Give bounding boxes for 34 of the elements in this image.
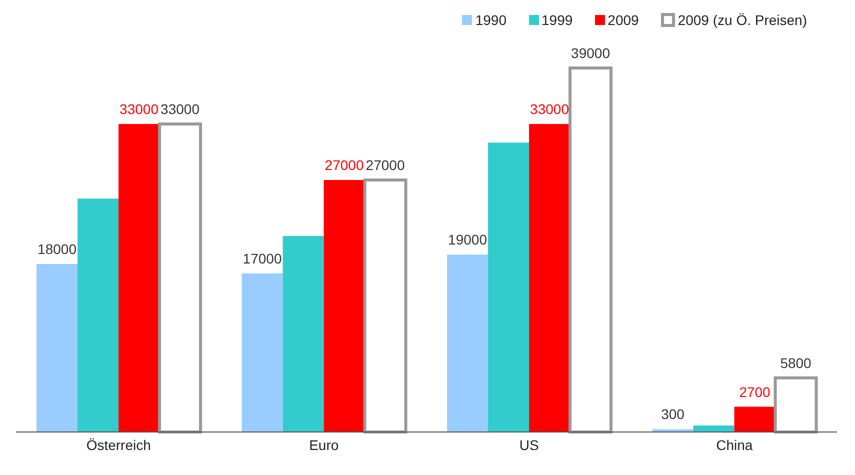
- data-label: 5800: [780, 354, 812, 371]
- x-tick-label: Österreich: [86, 436, 151, 453]
- legend-label: 1999: [542, 12, 573, 28]
- data-label: 19000: [448, 232, 488, 248]
- bar: [242, 273, 283, 432]
- bar: [36, 264, 78, 432]
- bar: [158, 122, 202, 434]
- x-tick-label: Euro: [309, 436, 339, 453]
- x-tick-label: China: [716, 436, 753, 453]
- x-tick-label: US: [519, 436, 539, 453]
- bar: [693, 425, 734, 432]
- bar: [447, 254, 488, 432]
- bar: [568, 66, 613, 434]
- data-label: 39000: [571, 45, 610, 61]
- data-label: 18000: [38, 241, 77, 257]
- bar: [488, 142, 530, 432]
- legend-label: 2009: [608, 12, 639, 28]
- bar: [734, 406, 776, 432]
- data-label: 33000: [530, 101, 570, 117]
- bar: [363, 178, 408, 434]
- data-label: 17000: [242, 250, 282, 266]
- bar: [324, 180, 365, 432]
- bar: [78, 198, 119, 432]
- bar: [529, 124, 570, 432]
- data-label: 300: [661, 406, 685, 422]
- data-label: 33000: [160, 101, 200, 117]
- data-label: 27000: [324, 157, 364, 173]
- legend-label: 2009 (zu Ö. Preisen): [678, 12, 807, 28]
- bar: [282, 236, 324, 432]
- bar: [118, 124, 160, 432]
- data-label: 33000: [120, 101, 159, 117]
- data-label: 27000: [366, 157, 405, 173]
- data-label: 2700: [739, 384, 771, 400]
- legend-label: 1990: [475, 12, 507, 28]
